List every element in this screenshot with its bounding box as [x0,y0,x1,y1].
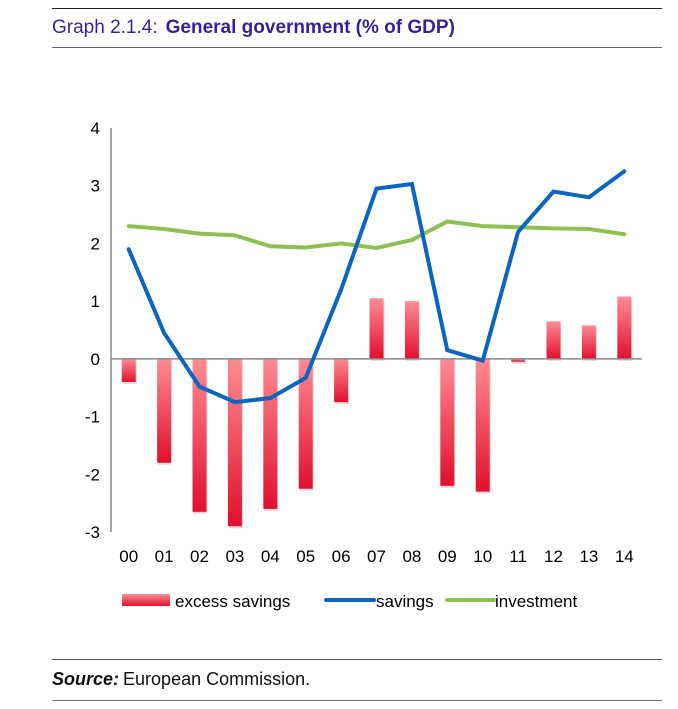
top-rule [52,8,662,9]
line-savings [126,169,627,405]
x-tick-label: 14 [615,547,634,566]
bar-excess-savings-00 [121,358,136,382]
bar-shadow [512,360,527,364]
source-label: Source: [52,669,120,689]
x-tick-label: 06 [332,547,351,566]
legend-swatch-excess-savings [122,594,170,606]
x-tick-label: 04 [261,547,280,566]
bar-excess-savings-11 [511,358,526,362]
source-text: European Commission. [123,669,311,689]
x-tick-label: 10 [473,547,492,566]
x-tick-label: 01 [155,547,174,566]
bar-excess-savings-09 [440,358,455,486]
x-tick-label: 08 [402,547,421,566]
y-tick-label: 3 [91,177,100,196]
line-investment [126,219,627,251]
y-tick-label: -2 [85,465,100,484]
x-tick-label: 09 [438,547,457,566]
y-tick-label: 4 [91,119,100,138]
x-tick-label: 12 [544,547,563,566]
bar-excess-savings-02 [192,358,207,512]
y-tick-label: 1 [91,292,100,311]
legend-label-investment: investment [495,592,577,611]
x-tick-label: 03 [225,547,244,566]
bar-excess-savings-01 [157,358,172,463]
y-tick-label: 2 [91,234,100,253]
y-tick-label: -3 [85,523,100,542]
bar-excess-savings-08 [404,301,419,359]
bar-excess-savings-13 [581,325,596,359]
bar-excess-savings-06 [334,358,349,403]
legend-label-savings: savings [376,592,434,611]
title-rule [52,47,662,48]
y-tick-label: -1 [85,408,100,427]
y-tick-label: 0 [91,350,100,369]
legend: excess savings savings investment [122,592,577,611]
legend-label-excess-savings: excess savings [175,592,290,611]
x-tick-label: 07 [367,547,386,566]
bar-excess-savings-03 [227,358,242,527]
x-tick-label: 11 [509,547,527,566]
x-tick-label: 00 [119,547,138,566]
bar-excess-savings-10 [475,358,490,492]
bar-excess-savings-07 [369,298,384,359]
bar-excess-savings-14 [617,296,632,359]
source-note: Source: European Commission. [52,669,310,690]
graph-label: Graph 2.1.4: [52,17,158,38]
x-tick-label: 13 [579,547,598,566]
graph-title: Graph 2.1.4: General government (% of GDP… [52,17,455,39]
bar-excess-savings-05 [298,358,313,489]
bar-excess-savings-04 [263,358,278,509]
x-tick-label: 05 [296,547,315,566]
x-tick-label: 02 [190,547,209,566]
bar-excess-savings-12 [546,321,561,359]
graph-title-text: General government (% of GDP) [165,17,455,38]
source-bottom-rule [52,700,662,701]
source-top-rule [52,659,662,660]
